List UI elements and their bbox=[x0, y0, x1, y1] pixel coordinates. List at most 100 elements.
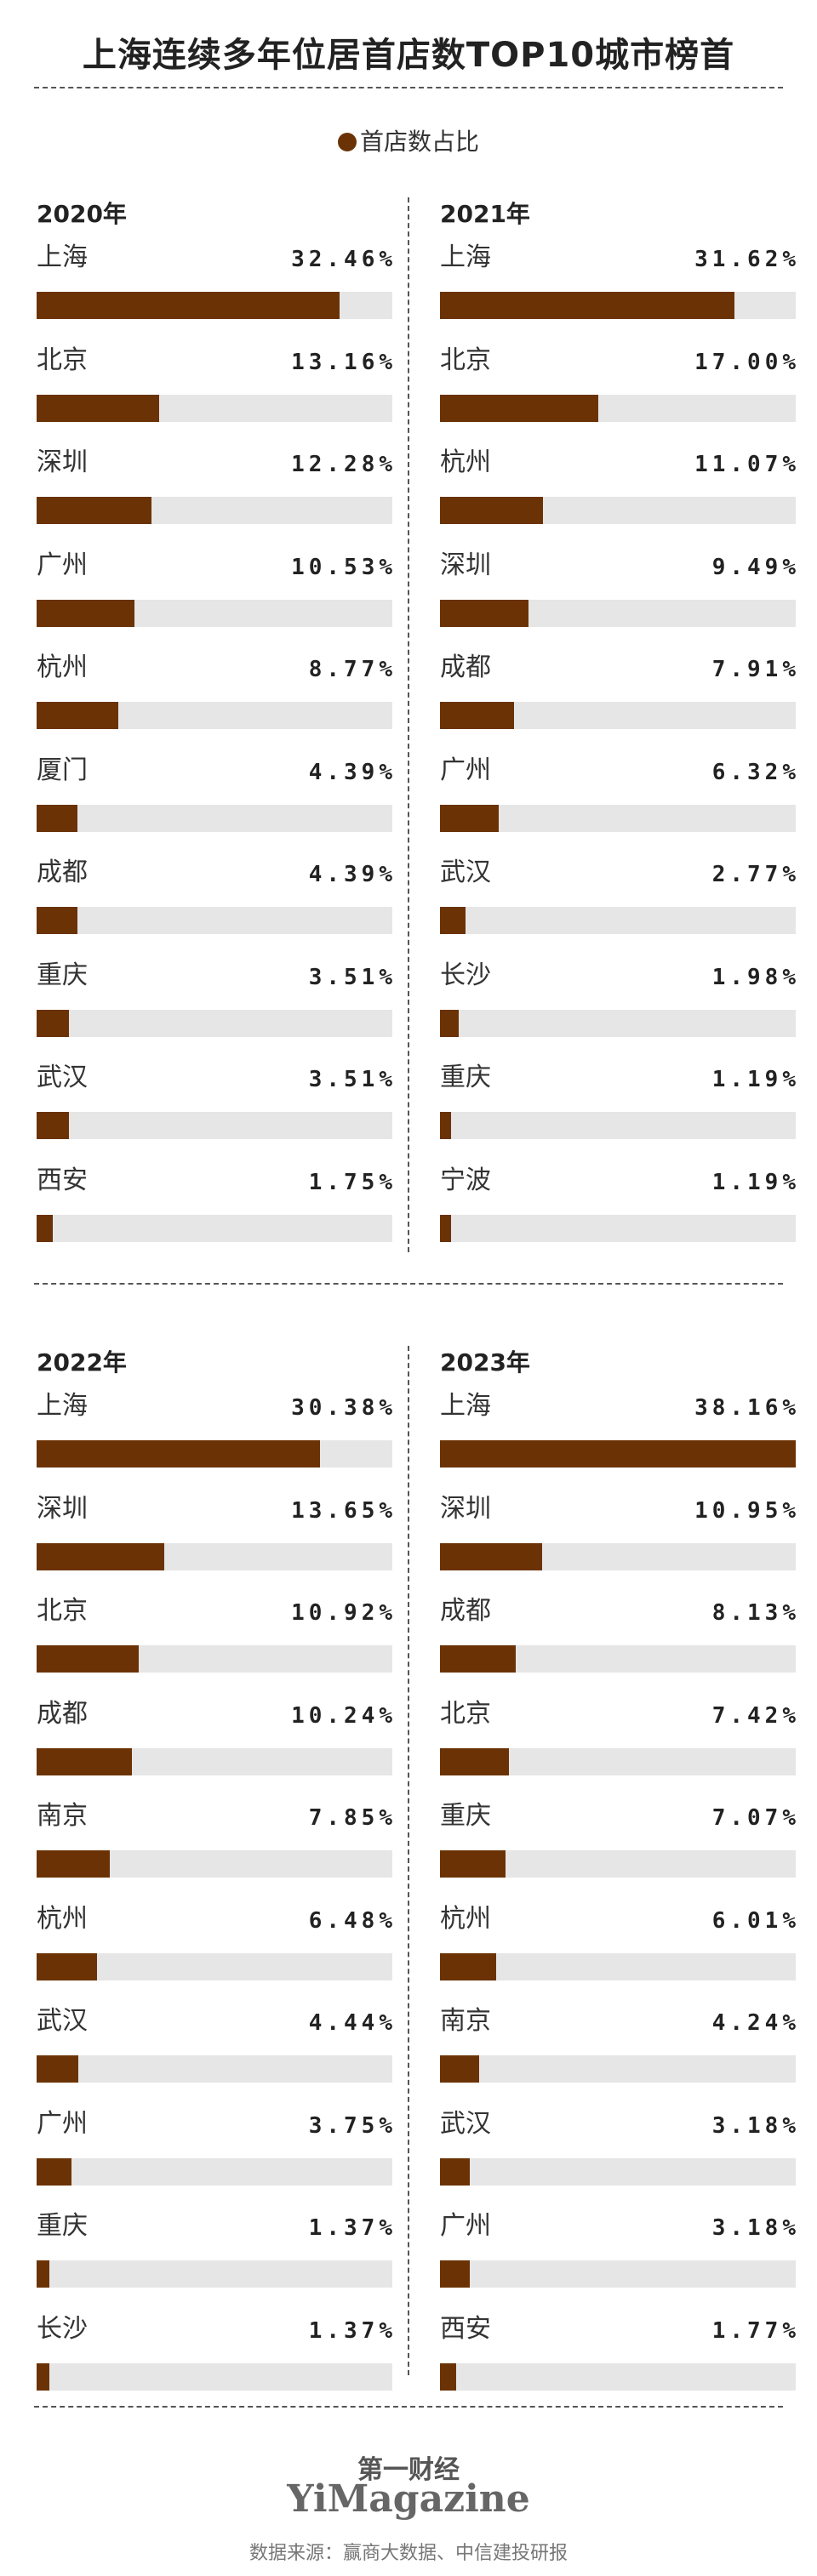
bar-row: 上海 32.46% bbox=[37, 242, 392, 328]
value-label: 10.53% bbox=[291, 554, 397, 580]
category-label: 深圳 bbox=[37, 1493, 88, 1524]
category-label: 重庆 bbox=[37, 960, 88, 990]
category-label: 长沙 bbox=[37, 2313, 88, 2344]
category-label: 北京 bbox=[440, 1698, 491, 1729]
category-label: 广州 bbox=[440, 755, 491, 785]
category-label: 重庆 bbox=[440, 1801, 491, 1831]
bar-row: 长沙 1.98% bbox=[440, 960, 796, 1046]
value-label: 10.24% bbox=[291, 1702, 397, 1729]
bar bbox=[440, 1542, 542, 1570]
bar-track bbox=[37, 2157, 392, 2186]
bar-row: 重庆 7.07% bbox=[440, 1801, 796, 1886]
category-label: 成都 bbox=[440, 653, 491, 682]
bar-row: 深圳 12.28% bbox=[37, 447, 392, 533]
category-label: 厦门 bbox=[37, 755, 88, 785]
bar-track bbox=[440, 1542, 796, 1570]
category-label: 北京 bbox=[37, 345, 88, 375]
bar bbox=[440, 1009, 459, 1037]
value-label: 7.42% bbox=[711, 1702, 800, 1729]
value-label: 3.75% bbox=[308, 2112, 397, 2139]
legend: 首店数占比 bbox=[0, 123, 817, 157]
bar bbox=[37, 394, 160, 422]
value-label: 10.92% bbox=[291, 1600, 397, 1626]
value-label: 1.75% bbox=[308, 1169, 397, 1195]
bar bbox=[440, 1440, 796, 1468]
bar-track bbox=[37, 1542, 392, 1570]
value-label: 6.32% bbox=[711, 759, 800, 785]
value-label: 31.62% bbox=[694, 247, 800, 272]
bar-row: 广州 10.53% bbox=[37, 550, 392, 635]
bar-row: 深圳 10.95% bbox=[440, 1494, 796, 1579]
bar-row: 成都 7.91% bbox=[440, 653, 796, 738]
bar-track bbox=[440, 497, 796, 524]
category-label: 广州 bbox=[37, 2108, 88, 2139]
category-label: 长沙 bbox=[440, 960, 491, 990]
category-label: 成都 bbox=[440, 1596, 491, 1626]
bar-track bbox=[37, 1440, 392, 1468]
value-label: 7.07% bbox=[711, 1805, 800, 1831]
value-label: 3.18% bbox=[711, 2112, 800, 2139]
value-label: 1.77% bbox=[711, 2317, 800, 2344]
category-label: 成都 bbox=[37, 1698, 88, 1729]
value-label: 9.49% bbox=[711, 554, 800, 580]
bar-row: 北京 13.16% bbox=[37, 345, 392, 430]
bar bbox=[37, 1112, 70, 1139]
value-label: 4.44% bbox=[308, 2010, 397, 2036]
legend-swatch bbox=[337, 133, 357, 151]
legend-label: 首店数占比 bbox=[359, 128, 479, 156]
bar-row: 广州 3.18% bbox=[440, 2211, 796, 2296]
bar bbox=[37, 804, 78, 832]
bar bbox=[440, 1952, 496, 1980]
bar-track bbox=[440, 1747, 796, 1775]
value-label: 3.51% bbox=[308, 964, 397, 990]
bar-row: 南京 7.85% bbox=[37, 1801, 392, 1886]
bar bbox=[37, 1440, 320, 1468]
bar bbox=[440, 1850, 506, 1878]
bar-track bbox=[440, 1009, 796, 1037]
value-label: 3.51% bbox=[308, 1067, 397, 1092]
category-label: 杭州 bbox=[440, 447, 491, 477]
category-label: 上海 bbox=[37, 242, 88, 272]
category-label: 成都 bbox=[37, 858, 88, 887]
bar-row: 宁波 1.19% bbox=[440, 1165, 796, 1251]
bar-track bbox=[37, 2362, 392, 2391]
bar bbox=[37, 1009, 70, 1037]
bar-row: 南京 4.24% bbox=[440, 2006, 796, 2091]
bar bbox=[440, 394, 599, 422]
bar-track bbox=[37, 907, 392, 934]
bar-track bbox=[37, 394, 392, 422]
value-label: 13.65% bbox=[291, 1497, 397, 1524]
footer-divider bbox=[34, 2406, 783, 2408]
bar-track bbox=[440, 292, 796, 319]
bar-row: 上海 30.38% bbox=[37, 1391, 392, 1476]
bar bbox=[440, 804, 500, 832]
category-label: 武汉 bbox=[440, 858, 491, 887]
horizontal-divider bbox=[34, 1283, 783, 1285]
category-label: 西安 bbox=[440, 2313, 491, 2344]
value-label: 4.39% bbox=[308, 862, 397, 887]
category-label: 宁波 bbox=[440, 1165, 491, 1195]
bar-row: 西安 1.77% bbox=[440, 2314, 796, 2399]
panel-year: 2020年 bbox=[37, 200, 127, 228]
bar bbox=[37, 1542, 164, 1570]
value-label: 1.19% bbox=[711, 1169, 800, 1195]
brand-logo-en: YiMagazine bbox=[287, 2477, 530, 2521]
value-label: 4.39% bbox=[308, 759, 397, 785]
bar bbox=[37, 292, 340, 319]
bar-row: 重庆 1.19% bbox=[440, 1063, 796, 1148]
value-label: 4.24% bbox=[711, 2010, 800, 2036]
value-label: 6.01% bbox=[711, 1907, 800, 1934]
value-label: 11.07% bbox=[694, 452, 800, 477]
bar-row: 杭州 6.01% bbox=[440, 1904, 796, 1989]
bar-row: 杭州 8.77% bbox=[37, 653, 392, 738]
category-label: 广州 bbox=[440, 2211, 491, 2241]
category-label: 深圳 bbox=[440, 550, 491, 580]
bar-track bbox=[440, 1645, 796, 1673]
bar-row: 武汉 3.51% bbox=[37, 1063, 392, 1148]
bar bbox=[37, 599, 135, 627]
bar-track bbox=[37, 1009, 392, 1037]
value-label: 1.98% bbox=[711, 964, 800, 990]
bar-row: 成都 10.24% bbox=[37, 1699, 392, 1784]
bar-track bbox=[37, 1747, 392, 1775]
value-label: 7.91% bbox=[711, 657, 800, 682]
